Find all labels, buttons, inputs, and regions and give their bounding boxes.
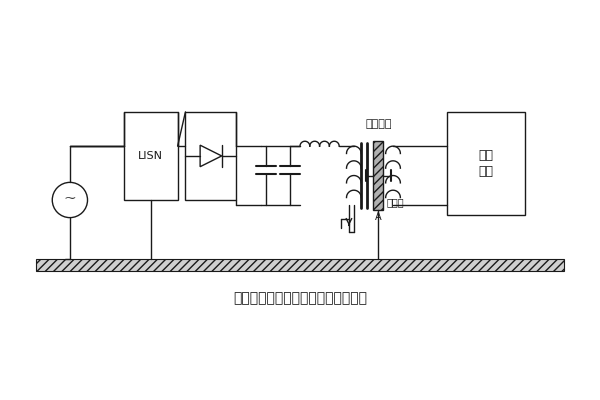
Text: LISN: LISN [138,151,163,161]
Bar [35,259,565,270]
Text: 变压器屏蔽层接地在原理图中的位置: 变压器屏蔽层接地在原理图中的位置 [233,291,367,305]
Text: 屏蔽层: 屏蔽层 [386,197,404,207]
Text: 后级: 后级 [479,149,494,162]
Bar [185,112,236,200]
Text: A: A [375,212,382,222]
Bar [447,112,525,215]
Text: 分布电容: 分布电容 [365,120,392,130]
Bar [124,112,178,200]
Text: 电路: 电路 [479,165,494,178]
Text: ~: ~ [64,192,76,206]
Bar [373,141,383,210]
